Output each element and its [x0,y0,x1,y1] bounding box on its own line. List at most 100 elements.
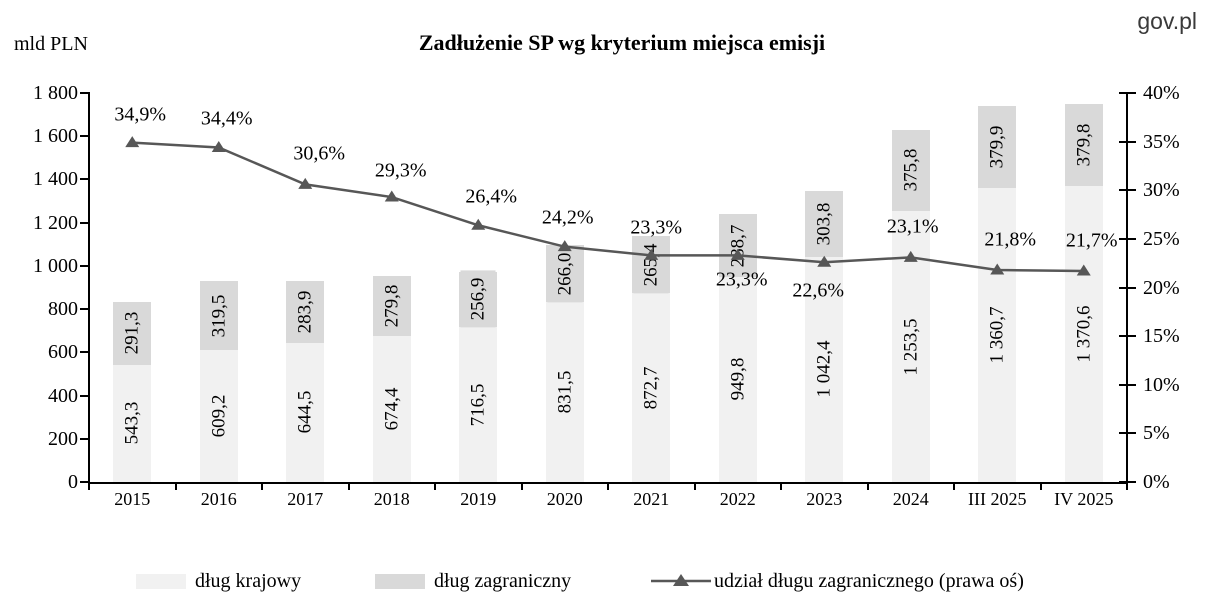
chart-title: Zadłużenie SP wg kryterium miejsca emisj… [418,30,826,55]
y-axis-left-label-600: 600 [48,341,78,364]
x-axis-tick [780,482,782,490]
y-axis-left-label-200: 200 [48,427,78,450]
line-path [132,141,1084,273]
pct-label-2019: 26,4% [465,185,518,208]
legend-label-domestic-debt: dług krajowy [195,569,302,592]
y-axis-left-tick [80,481,89,483]
legend-item-foreign-share-line: udział długu zagranicznego (prawa oś) [650,566,1024,596]
y-axis-left-label-400: 400 [48,384,78,407]
pct-label-2024: 23,1% [886,215,939,238]
bar-label-domestic-2017: 644,5 [287,383,323,441]
line-marker-2018 [384,190,399,202]
y-axis-right-label-35%: 35% [1143,130,1180,153]
pct-label-2021: 23,3% [630,216,683,239]
bar-label-domestic-2023: 1 042,4 [806,333,842,405]
x-axis-tick [693,482,696,490]
y-axis-left-tick [80,394,89,397]
y-axis-left-tick [80,221,89,224]
legend-item-domestic-debt: dług krajowy [136,566,301,596]
bar-label-domestic-2016: 609,2 [201,387,237,445]
y-axis-left-tick [80,178,89,181]
y-axis-right-tick [1119,92,1136,94]
y-axis-left [88,92,90,483]
bar-label-foreign-2022: 288,7 [720,217,756,274]
y-axis-right-label-20%: 20% [1143,276,1180,299]
line-marker-2015 [125,136,140,148]
bar-label-domestic-2019: 716,5 [460,376,496,433]
x-axis-label-2023: 2023 [806,489,843,509]
y-axis-left-label-1 400: 1 400 [33,168,78,191]
x-axis-label-2019: 2019 [460,489,497,509]
y-axis-right-tick [1119,237,1136,240]
x-axis-tick [953,482,955,490]
y-axis-right-tick [1119,140,1136,143]
x-axis-label-2022: 2022 [719,489,756,509]
y-axis-right-label-5%: 5% [1143,422,1170,445]
legend-label-foreign-share-line: udział długu zagranicznego (prawa oś) [714,569,1024,592]
bar-label-foreign-2019: 256,9 [460,271,496,328]
bar-label-foreign-2024: 375,8 [893,142,929,199]
pct-label-IV 2025: 21,7% [1065,229,1118,252]
bar-label-domestic-IV 2025: 1 370,6 [1066,298,1102,370]
y-axis-right-tick [1119,286,1136,289]
x-axis-tick [174,482,177,490]
pct-label-2016: 34,4% [200,107,253,130]
y-axis-right-tick [1119,383,1136,386]
govpl-logo: gov.pl [1137,8,1197,34]
bar-label-foreign-IV 2025: 379,8 [1066,116,1102,174]
y-axis-left-tick [80,135,89,138]
y-axis-right-label-15%: 15% [1143,325,1180,348]
bar-label-foreign-2021: 265,4 [633,236,669,294]
y-axis-left-tick [80,308,89,311]
bar-label-domestic-III 2025: 1 360,7 [979,299,1015,371]
bar-label-foreign-2017: 283,9 [287,283,323,341]
bar-label-foreign-III 2025: 379,9 [979,118,1015,176]
x-axis-label-IV 2025: IV 2025 [1054,489,1114,509]
left-axis-title: mld PLN [14,33,88,55]
y-axis-left-label-1 800: 1 800 [33,82,78,104]
pct-label-2018: 29,3% [374,159,427,182]
legend-swatch-domestic-debt [136,573,186,589]
x-axis-label-2015: 2015 [114,489,151,509]
x-axis-label-2018: 2018 [373,489,410,509]
y-axis-left-tick [80,92,89,94]
x-axis-tick [88,482,90,490]
y-axis-right-tick [1119,432,1136,435]
line-marker-2017 [298,177,313,189]
legend: dług krajowy dług zagraniczny udział dłu… [0,566,1209,596]
bar-label-foreign-2016: 319,5 [201,287,237,345]
y-axis-right-label-40%: 40% [1143,82,1180,104]
pct-label-2015: 34,9% [114,103,167,126]
y-axis-right-tick [1119,189,1136,192]
legend-item-foreign-debt: dług zagraniczny [375,566,571,596]
y-axis-left-tick [80,437,89,440]
y-axis-left-label-800: 800 [48,298,78,321]
x-axis-tick [347,482,350,490]
bar-label-domestic-2024: 1 253,5 [893,311,929,383]
pct-label-2023: 22,6% [792,279,845,302]
y-axis-right-label-0%: 0% [1143,471,1170,493]
y-axis-left-tick [80,351,89,354]
y-axis-right [1126,94,1128,484]
line-marker-2019 [471,218,486,230]
x-axis-label-2021: 2021 [633,489,670,509]
y-axis-left-label-1 600: 1 600 [33,125,78,148]
pct-label-III 2025: 21,8% [984,228,1037,251]
legend-swatch-foreign-debt [375,573,425,589]
bar-label-domestic-2018: 674,4 [374,380,410,438]
y-axis-right-label-30%: 30% [1143,179,1180,202]
pct-label-2022: 23,3% [715,268,768,291]
pct-label-2017: 30,6% [293,142,346,165]
x-axis-tick [1039,482,1042,490]
pct-label-2020: 24,2% [541,206,594,229]
x-axis-tick [261,482,263,490]
y-axis-left-label-0: 0 [68,471,78,493]
x-axis-label-2024: 2024 [892,489,929,509]
line-marker-2016 [211,140,226,152]
x-axis-label-2017: 2017 [287,489,324,509]
bar-label-domestic-2020: 831,5 [547,363,583,421]
x-axis-tick [1126,482,1128,490]
y-axis-right-label-25%: 25% [1143,227,1180,250]
